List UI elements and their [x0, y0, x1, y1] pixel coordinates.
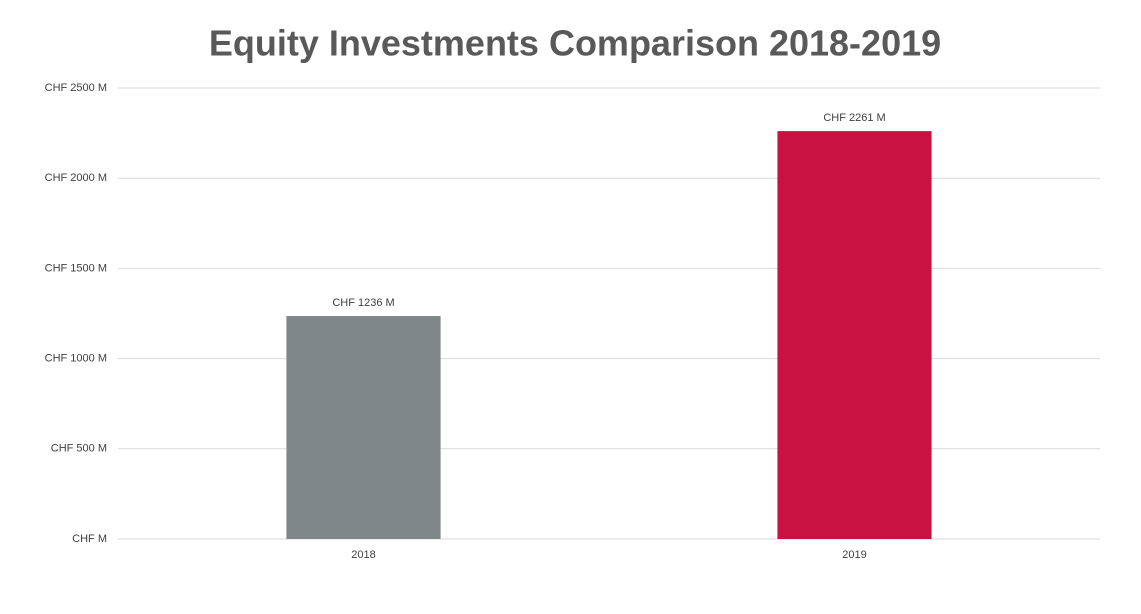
y-tick-label: CHF M — [72, 533, 107, 545]
y-tick-label: CHF 1000 M — [45, 353, 107, 365]
x-tick-label: 2018 — [351, 549, 375, 561]
y-tick-label: CHF 2500 M — [45, 82, 107, 94]
bar — [286, 316, 441, 539]
y-tick-label: CHF 500 M — [51, 443, 107, 455]
chart-title: Equity Investments Comparison 2018-2019 — [209, 23, 941, 64]
value-label: CHF 1236 M — [332, 297, 394, 309]
bar — [777, 131, 932, 539]
y-tick-label: CHF 1500 M — [45, 262, 107, 274]
y-tick-label: CHF 2000 M — [45, 172, 107, 184]
value-label: CHF 2261 M — [823, 112, 885, 124]
x-tick-label: 2019 — [842, 549, 866, 561]
